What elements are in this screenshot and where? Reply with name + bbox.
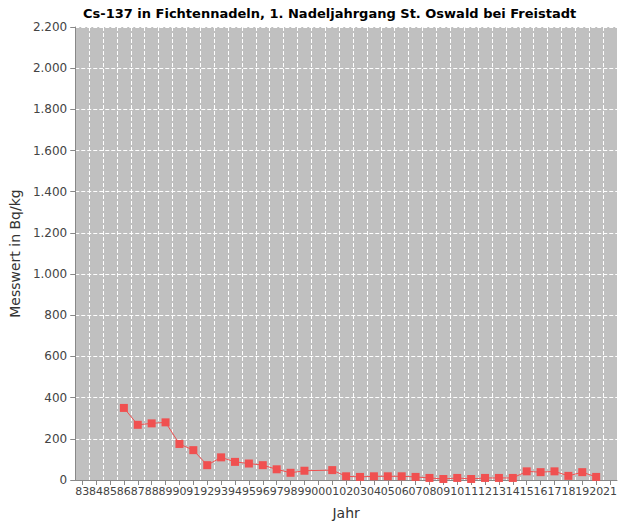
svg-text:11: 11 xyxy=(464,485,478,498)
svg-text:96: 96 xyxy=(256,485,270,498)
svg-text:Messwert in Bq/kg: Messwert in Bq/kg xyxy=(7,189,23,317)
svg-text:800: 800 xyxy=(44,308,67,322)
svg-text:07: 07 xyxy=(409,485,423,498)
svg-text:18: 18 xyxy=(561,485,575,498)
svg-text:97: 97 xyxy=(270,485,284,498)
svg-text:85: 85 xyxy=(103,485,117,498)
svg-text:09: 09 xyxy=(436,485,450,498)
svg-text:19: 19 xyxy=(575,485,589,498)
svg-text:Cs-137 in Fichtennadeln, 1. Na: Cs-137 in Fichtennadeln, 1. Nadeljahrgan… xyxy=(83,6,576,21)
svg-text:02: 02 xyxy=(339,485,353,498)
svg-text:1.000: 1.000 xyxy=(33,267,67,281)
svg-text:99: 99 xyxy=(297,485,311,498)
svg-text:04: 04 xyxy=(367,485,381,498)
svg-text:89: 89 xyxy=(159,485,173,498)
svg-text:Jahr: Jahr xyxy=(331,505,360,521)
svg-text:01: 01 xyxy=(325,485,339,498)
svg-text:95: 95 xyxy=(242,485,256,498)
svg-text:600: 600 xyxy=(44,349,67,363)
svg-text:03: 03 xyxy=(353,485,367,498)
svg-text:88: 88 xyxy=(145,485,159,498)
svg-text:90: 90 xyxy=(172,485,186,498)
svg-text:1.400: 1.400 xyxy=(33,185,67,199)
svg-text:200: 200 xyxy=(44,432,67,446)
svg-text:1.200: 1.200 xyxy=(33,226,67,240)
svg-text:0: 0 xyxy=(60,473,68,487)
svg-text:21: 21 xyxy=(603,485,617,498)
svg-text:86: 86 xyxy=(117,485,131,498)
svg-text:98: 98 xyxy=(284,485,298,498)
svg-text:05: 05 xyxy=(381,485,395,498)
svg-text:08: 08 xyxy=(422,485,436,498)
svg-text:1.800: 1.800 xyxy=(33,102,67,116)
svg-text:06: 06 xyxy=(395,485,409,498)
svg-text:92: 92 xyxy=(200,485,214,498)
svg-text:2.000: 2.000 xyxy=(33,61,67,75)
svg-text:400: 400 xyxy=(44,391,67,405)
svg-text:2.200: 2.200 xyxy=(33,20,67,34)
svg-text:83: 83 xyxy=(75,485,89,498)
svg-text:14: 14 xyxy=(506,485,520,498)
svg-text:00: 00 xyxy=(311,485,325,498)
svg-text:94: 94 xyxy=(228,485,242,498)
svg-text:1.600: 1.600 xyxy=(33,144,67,158)
svg-text:16: 16 xyxy=(534,485,548,498)
svg-text:93: 93 xyxy=(214,485,228,498)
svg-text:91: 91 xyxy=(186,485,200,498)
svg-text:10: 10 xyxy=(450,485,464,498)
svg-text:20: 20 xyxy=(589,485,603,498)
svg-text:15: 15 xyxy=(520,485,534,498)
svg-text:84: 84 xyxy=(89,485,103,498)
svg-text:17: 17 xyxy=(547,485,561,498)
svg-text:12: 12 xyxy=(478,485,492,498)
svg-text:87: 87 xyxy=(131,485,145,498)
svg-text:13: 13 xyxy=(492,485,506,498)
